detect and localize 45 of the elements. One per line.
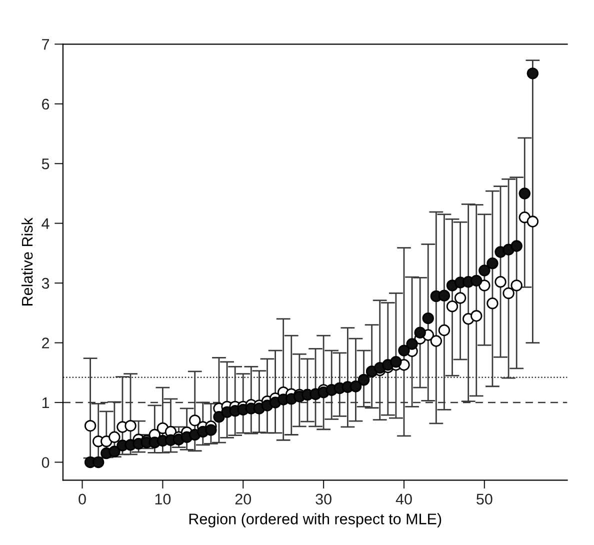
x-tick-label: 50 bbox=[476, 494, 492, 505]
y-tick-label: 5 bbox=[42, 158, 50, 170]
point bbox=[470, 310, 482, 322]
x-axis-title: Region (ordered with respect to MLE) bbox=[189, 513, 442, 528]
x-tick-label: 40 bbox=[396, 494, 412, 505]
y-tick-label: 1 bbox=[42, 398, 50, 408]
point bbox=[398, 344, 410, 356]
y-tick-label: 6 bbox=[42, 98, 50, 110]
point bbox=[84, 420, 96, 432]
point bbox=[454, 292, 466, 304]
y-tick-label: 2 bbox=[42, 338, 50, 348]
point bbox=[494, 276, 506, 288]
point bbox=[510, 240, 522, 252]
y-tick-label: 4 bbox=[42, 218, 50, 229]
point bbox=[526, 68, 539, 80]
point bbox=[526, 216, 539, 228]
point bbox=[108, 431, 120, 443]
point bbox=[502, 287, 514, 300]
point bbox=[470, 274, 482, 287]
point bbox=[486, 257, 498, 270]
point bbox=[124, 420, 136, 432]
point bbox=[430, 335, 442, 347]
point bbox=[438, 290, 450, 302]
y-tick-label: 0 bbox=[42, 457, 50, 468]
x-tick-label: 20 bbox=[235, 494, 252, 505]
point bbox=[486, 298, 498, 310]
x-tick-label: 0 bbox=[78, 494, 86, 505]
point bbox=[518, 188, 530, 200]
y-tick-label: 3 bbox=[42, 278, 50, 289]
y-axis-title: Relative Risk bbox=[21, 218, 33, 306]
point bbox=[478, 280, 490, 292]
point bbox=[478, 264, 490, 276]
point bbox=[414, 326, 426, 338]
x-tick-label: 30 bbox=[316, 494, 332, 505]
point bbox=[406, 338, 418, 350]
point bbox=[446, 300, 458, 312]
point bbox=[189, 414, 201, 426]
point bbox=[422, 312, 434, 324]
point bbox=[438, 324, 450, 336]
point bbox=[213, 410, 225, 423]
x-tick-label: 10 bbox=[155, 494, 171, 505]
y-tick-label: 7 bbox=[42, 39, 50, 50]
point bbox=[390, 356, 402, 368]
point bbox=[205, 424, 217, 436]
point bbox=[510, 280, 522, 292]
